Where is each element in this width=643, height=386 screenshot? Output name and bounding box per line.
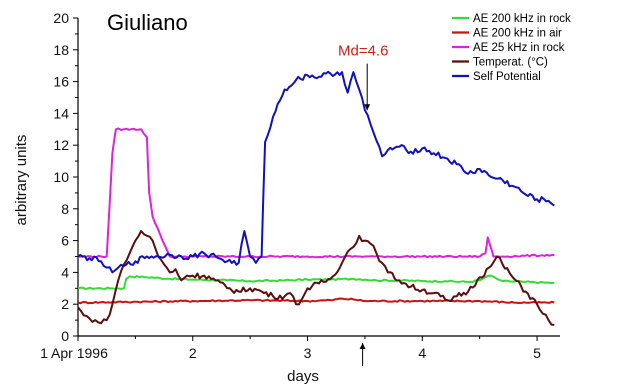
x-tick-label: 5 [533, 345, 541, 361]
annotation-arrowhead [364, 104, 371, 111]
event-marker-arrowhead [359, 343, 366, 349]
y-tick-label: 6 [61, 233, 69, 249]
y-tick-label: 20 [53, 10, 69, 26]
x-axis-label: days [287, 368, 319, 385]
x-tick-label: 4 [418, 345, 426, 361]
y-tick-label: 14 [53, 105, 69, 121]
x-axis: 1 Apr 1996 2 3 4 5 [40, 336, 541, 361]
series-line-3 [77, 127, 555, 259]
y-axis-label: arbitrary units [13, 135, 30, 226]
chart-title: Giuliano [107, 10, 188, 35]
y-tick-label: 2 [61, 296, 69, 312]
magnitude-annotation: Md=4.6 [338, 43, 388, 60]
x-tick-label: 1 Apr 1996 [40, 345, 108, 361]
y-tick-label: 16 [53, 74, 69, 90]
legend-label: Self Potential [473, 71, 541, 83]
series-layer [77, 70, 555, 326]
legend-label: AE 200 kHz in rock [473, 13, 571, 25]
y-tick-label: 8 [61, 201, 69, 217]
legend-label: AE 200 kHz in air [473, 28, 562, 40]
x-tick-label: 2 [189, 345, 197, 361]
y-tick-label: 4 [61, 264, 69, 280]
y-tick-label: 0 [61, 328, 69, 344]
legend: AE 200 kHz in rock AE 200 kHz in air AE 25… [452, 13, 571, 83]
annotation-layer: Md=4.6 [338, 43, 388, 366]
legend-label: Temperat. (°C) [473, 57, 548, 69]
legend-label: AE 25 kHz in rock [473, 42, 565, 54]
series-line-2 [77, 297, 555, 305]
y-tick-label: 12 [53, 137, 69, 153]
y-tick-label: 10 [53, 169, 69, 185]
series-line-5 [77, 70, 555, 274]
series-line-4 [77, 230, 555, 326]
series-line-1 [77, 274, 555, 290]
y-axis: 0 2 4 6 8 10 12 14 16 18 20 [53, 10, 78, 344]
y-tick-label: 18 [53, 42, 69, 58]
x-tick-label: 3 [304, 345, 312, 361]
